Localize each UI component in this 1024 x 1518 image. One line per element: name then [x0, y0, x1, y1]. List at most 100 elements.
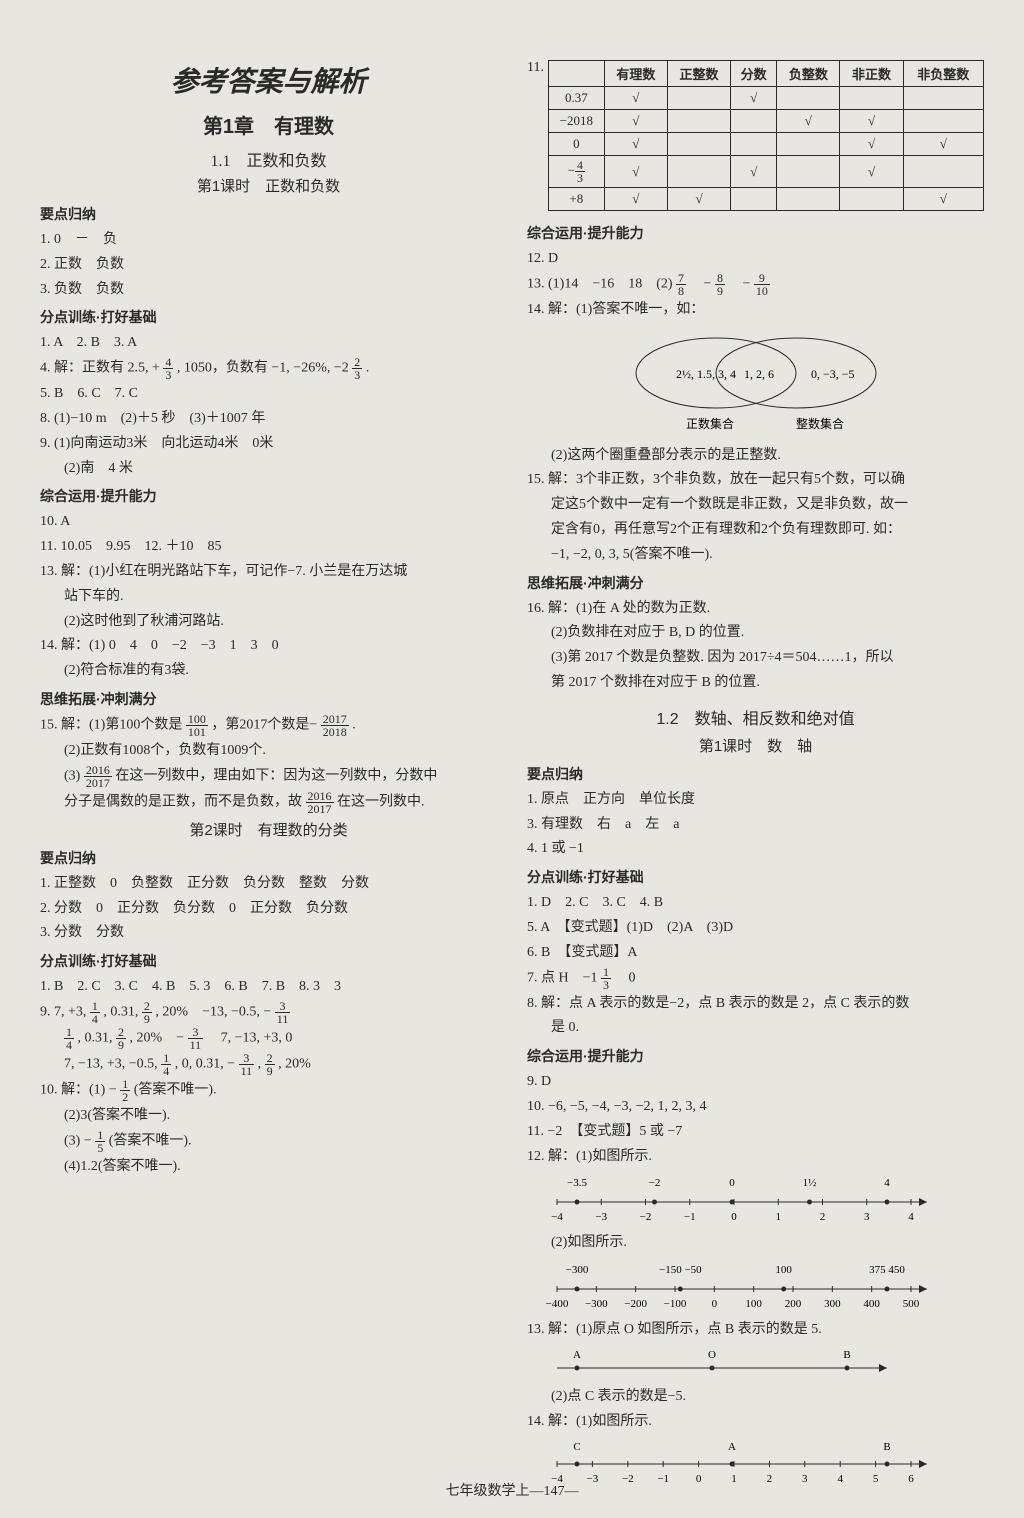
- table-cell: [731, 188, 777, 211]
- svg-text:−2: −2: [640, 1211, 652, 1223]
- l2-t9-l2: 14 , 0.31, 29 , 20% − 311 7, −13, +3, 0: [40, 1026, 497, 1051]
- heading-points: 要点归纳: [40, 204, 497, 224]
- table-row: 0√√√: [548, 133, 983, 156]
- table-row: −2018√√√: [548, 110, 983, 133]
- t4a: 4. 解：正数有 2.5, +: [40, 361, 160, 376]
- svg-text:400: 400: [863, 1298, 880, 1310]
- svg-text:−100: −100: [664, 1298, 687, 1310]
- s12-t1: 1. D 2. C 3. C 4. B: [527, 891, 984, 915]
- l1-c13b: 站下车的.: [40, 585, 497, 609]
- venn-mid-text: 1, 2, 6: [744, 367, 774, 381]
- l1-c11: 11. 10.05 9.95 12. ＋10 85: [40, 535, 497, 559]
- l2-c10c: (2)3(答案不唯一).: [40, 1104, 497, 1128]
- table-cell: √: [667, 188, 730, 211]
- s12-p3: 3. 有理数 右 a 左 a: [527, 813, 984, 837]
- table-cell: √: [903, 188, 983, 211]
- s12-p1: 1. 原点 正方向 单位长度: [527, 788, 984, 812]
- heading-expand-r: 思维拓展·冲刺满分: [527, 573, 984, 593]
- s12-c9: 9. D: [527, 1070, 984, 1094]
- l1-p1: 1. 0 － 负: [40, 228, 497, 252]
- svg-text:A: A: [728, 1441, 736, 1453]
- svg-text:−300: −300: [585, 1298, 608, 1310]
- section-1-2-title: 1.2 数轴、相反数和绝对值: [527, 705, 984, 729]
- svg-text:375 450: 375 450: [869, 1264, 905, 1276]
- s12-c13a: 13. 解：(1)原点 O 如图所示，点 B 表示的数是 5.: [527, 1318, 984, 1342]
- chapter-title: 第1章 有理数: [40, 110, 497, 139]
- r-c12: 12. D: [527, 247, 984, 271]
- frac-3-11b: 311: [188, 1026, 204, 1051]
- table-cell: [667, 133, 730, 156]
- table-cell: [777, 87, 840, 110]
- table-header: 负整数: [777, 61, 840, 87]
- l2-c10d: (3) − 15 (答案不唯一).: [40, 1129, 497, 1154]
- r-c15b: 定这5个数中一定有一个数既是非正数，又是非负数，故一: [527, 493, 984, 517]
- table-header: [548, 61, 604, 87]
- l2-p2: 2. 分数 0 正分数 负分数 0 正分数 负分数: [40, 897, 497, 921]
- frac-7-8: 78: [676, 272, 686, 297]
- heading-train: 分点训练·打好基础: [40, 307, 497, 327]
- l1-c10: 10. A: [40, 510, 497, 534]
- table-cell: [903, 156, 983, 188]
- table-cell: √: [604, 110, 667, 133]
- svg-text:−2: −2: [649, 1177, 661, 1189]
- frac-2-3: 23: [352, 356, 362, 381]
- l1-e15d: (2)正数有1008个，负数有1009个.: [40, 739, 497, 763]
- s12-t6: 6. B 【变式题】A: [527, 941, 984, 965]
- l1-e15e: (3) 20162017 在这一列数中，理由如下：因为这一列数中，分数中: [40, 764, 497, 789]
- svg-text:A: A: [573, 1349, 581, 1361]
- heading-points-12: 要点归纳: [527, 764, 984, 784]
- frac-4-3: 43: [163, 356, 173, 381]
- table-cell: [667, 156, 730, 188]
- l1-t5: 5. B 6. C 7. C: [40, 382, 497, 406]
- lesson-1-2-1-title: 第1课时 数 轴: [527, 735, 984, 756]
- l1-p2: 2. 正数 负数: [40, 253, 497, 277]
- frac-3-11: 311: [275, 1000, 291, 1025]
- svg-text:B: B: [883, 1441, 890, 1453]
- q11-table: 有理数正整数分数负整数非正数非负整数 0.37√√−2018√√√0√√√−43…: [548, 60, 984, 211]
- l2-t9-l3: 7, −13, +3, −0.5, 14 , 0, 0.31, − 311 , …: [40, 1052, 497, 1077]
- svg-text:−200: −200: [624, 1298, 647, 1310]
- svg-text:1½: 1½: [803, 1177, 817, 1189]
- r-e16d: 第 2017 个数排在对应于 B 的位置.: [527, 671, 984, 695]
- s12-p4: 4. 1 或 −1: [527, 837, 984, 861]
- svg-text:1: 1: [776, 1211, 782, 1223]
- main-title: 参考答案与解析: [40, 60, 497, 100]
- frac-1-2: 12: [120, 1078, 130, 1103]
- page-footer: 七年级数学上—147—: [0, 1480, 1024, 1500]
- svg-text:4: 4: [908, 1211, 914, 1223]
- l1-t8: 8. (1)−10 m (2)＋5 秒 (3)＋1007 年: [40, 407, 497, 431]
- s12-c13b: (2)点 C 表示的数是−5.: [527, 1385, 984, 1409]
- lesson-1-title: 第1课时 正数和负数: [40, 175, 497, 196]
- table-header: 非负整数: [903, 61, 983, 87]
- q11-label: 11.: [527, 60, 544, 76]
- table-cell: [777, 156, 840, 188]
- svg-text:300: 300: [824, 1298, 841, 1310]
- table-cell: √: [777, 110, 840, 133]
- r-c15a: 15. 解：3个非正数，3个非负数，放在一起只有5个数，可以确: [527, 468, 984, 492]
- r-e16c: (3)第 2017 个数是负整数. 因为 2017÷4＝504……1，所以: [527, 646, 984, 670]
- svg-text:−3: −3: [595, 1211, 607, 1223]
- frac-1-4: 14: [90, 1000, 100, 1025]
- frac-2-9c: 29: [265, 1052, 275, 1077]
- table-header: 分数: [731, 61, 777, 87]
- svg-text:−150 −50: −150 −50: [659, 1264, 702, 1276]
- svg-text:100: 100: [745, 1298, 762, 1310]
- frac-100-101: 100101: [186, 713, 208, 738]
- table-header: 正整数: [667, 61, 730, 87]
- venn-left-text: 2½, 1.5, 3, 4: [676, 367, 736, 381]
- row-label: +8: [548, 188, 604, 211]
- table-cell: [731, 110, 777, 133]
- number-line-1: −4−3−2−101234−3.5−201½4: [527, 1172, 947, 1227]
- t4b: , 1050，负数有 −1, −26%, −2: [177, 361, 349, 376]
- l2-p1: 1. 正整数 0 负整数 正分数 负分数 整数 分数: [40, 872, 497, 896]
- table-cell: [731, 133, 777, 156]
- l2-t9: 9. 7, +3, 14 , 0.31, 29 , 20% −13, −0.5,…: [40, 1000, 497, 1025]
- svg-text:2: 2: [820, 1211, 826, 1223]
- svg-text:0: 0: [712, 1298, 718, 1310]
- section-1-1-title: 1.1 正数和负数: [40, 147, 497, 171]
- l1-c13c: (2)这时他到了秋浦河路站.: [40, 610, 497, 634]
- page: 参考答案与解析 第1章 有理数 1.1 正数和负数 第1课时 正数和负数 要点归…: [40, 60, 984, 1492]
- table-cell: [667, 110, 730, 133]
- table-row: +8√√√: [548, 188, 983, 211]
- frac-1-3: 13: [601, 966, 611, 991]
